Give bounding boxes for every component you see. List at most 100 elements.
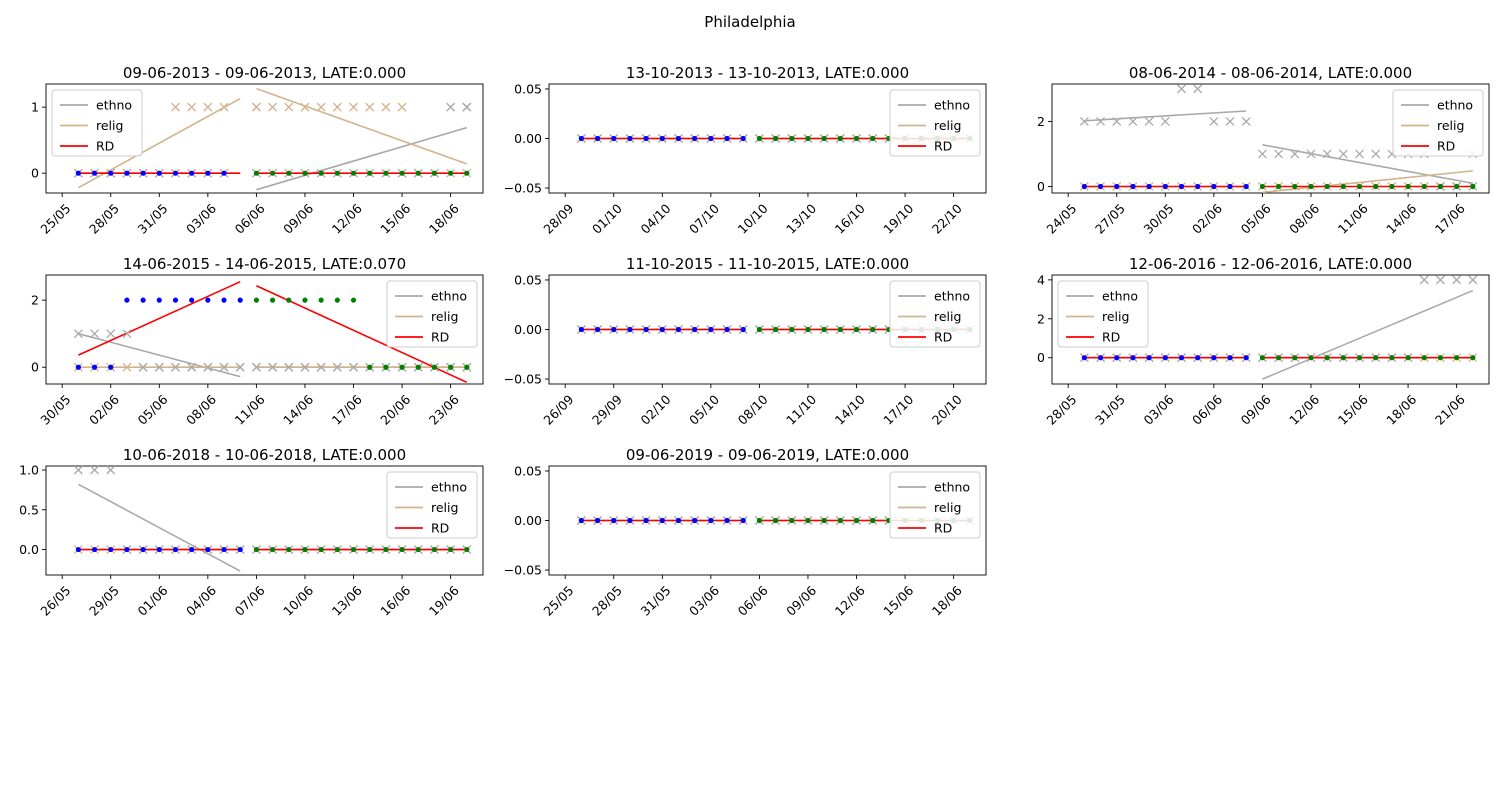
pre-cutoff-dot xyxy=(675,326,682,333)
y-tick-label: −0.05 xyxy=(504,181,542,196)
relig-marker xyxy=(349,102,358,112)
ethno-marker xyxy=(1193,84,1203,94)
legend: ethno relig RD xyxy=(51,89,143,157)
legend-label: RD xyxy=(1102,330,1120,345)
axes-frame xyxy=(45,465,484,576)
figure-title: Philadelphia xyxy=(704,13,795,31)
post-cutoff-dot xyxy=(399,364,405,370)
pre-cutoff-dot xyxy=(740,517,746,524)
subplot-title: 09-06-2019 - 09-06-2019, LATE:0.000 xyxy=(626,446,909,464)
pre-cutoff-dot xyxy=(1178,355,1185,361)
post-cutoff-dot xyxy=(1454,183,1460,190)
legend-label: relig xyxy=(431,500,458,515)
relig-marker xyxy=(203,102,213,112)
post-cutoff-dot xyxy=(399,546,405,553)
post-cutoff-dot xyxy=(1340,183,1346,190)
pre-cutoff-dot xyxy=(75,170,81,176)
ethno-marker xyxy=(106,465,116,475)
relig-marker xyxy=(284,102,294,112)
post-cutoff-dot xyxy=(1470,183,1476,190)
relig-marker xyxy=(171,102,180,112)
legend-label: RD xyxy=(431,521,449,536)
ethno-marker xyxy=(219,362,229,372)
post-cutoff-dot xyxy=(1405,355,1411,361)
post-cutoff-dot xyxy=(756,326,763,333)
ethno-marker xyxy=(1128,116,1138,126)
pre-cutoff-dot xyxy=(108,364,114,370)
pre-cutoff-dot xyxy=(692,326,698,333)
relig-marker xyxy=(219,102,229,112)
subplot-title: 12-06-2016 - 12-06-2016, LATE:0.000 xyxy=(1129,255,1412,273)
post-cutoff-dot xyxy=(821,135,827,142)
pre-cutoff-dot xyxy=(594,326,601,333)
post-cutoff-dot xyxy=(772,326,779,333)
post-cutoff-dot xyxy=(334,170,340,176)
pre-cutoff-dot xyxy=(643,326,649,333)
ethno-marker xyxy=(1452,275,1462,285)
pre-cutoff-dot xyxy=(140,170,146,176)
post-cutoff-dot xyxy=(383,170,389,176)
legend-label: ethno xyxy=(1437,98,1473,113)
ethno-marker xyxy=(349,362,358,372)
pre-cutoff-dot xyxy=(91,364,98,370)
post-cutoff-dot xyxy=(805,326,811,333)
post-cutoff-dot xyxy=(1308,355,1314,361)
ethno-marker xyxy=(1468,275,1478,285)
ethno-marker xyxy=(73,329,83,339)
pre-cutoff-dot xyxy=(172,170,179,176)
pre-cutoff-dot xyxy=(156,297,162,303)
axes-frame xyxy=(1051,274,1490,385)
post-cutoff-dot xyxy=(821,517,827,524)
pre-cutoff-dot xyxy=(237,297,243,303)
ethno-marker xyxy=(90,465,100,475)
ethno-marker xyxy=(1419,275,1429,285)
relig-marker xyxy=(268,102,278,112)
post-cutoff-dot xyxy=(253,297,260,303)
pre-cutoff-dot xyxy=(140,297,146,303)
legend: ethno relig RD xyxy=(889,471,981,539)
post-cutoff-dot xyxy=(367,170,373,176)
y-tick-label: 0.05 xyxy=(514,272,542,287)
post-cutoff-dot xyxy=(772,135,779,142)
post-cutoff-dot xyxy=(431,546,438,553)
post-cutoff-dot xyxy=(286,297,292,303)
post-cutoff-dot xyxy=(431,170,438,176)
legend-label: relig xyxy=(96,118,123,133)
post-cutoff-dot xyxy=(789,135,795,142)
post-cutoff-dot xyxy=(805,135,811,142)
subplot-title: 14-06-2015 - 14-06-2015, LATE:0.070 xyxy=(123,255,406,273)
post-cutoff-dot xyxy=(1259,355,1266,361)
y-tick-label: 0.0 xyxy=(19,542,39,557)
pre-cutoff-dot xyxy=(675,517,682,524)
ethno-marker xyxy=(154,362,164,372)
legend-frame xyxy=(386,280,478,348)
y-tick-label: 2 xyxy=(31,293,39,308)
pre-cutoff-dot xyxy=(91,170,98,176)
y-tick-label: 0 xyxy=(31,166,39,181)
post-cutoff-dot xyxy=(805,517,811,524)
relig-marker xyxy=(332,102,342,112)
legend-frame xyxy=(889,471,981,539)
pre-cutoff-dot xyxy=(205,297,211,303)
legend: ethno relig RD xyxy=(386,280,478,348)
ethno-marker xyxy=(1112,116,1122,126)
pre-cutoff-dot xyxy=(627,517,633,524)
post-cutoff-dot xyxy=(1389,183,1395,190)
legend-label: ethno xyxy=(96,98,132,113)
post-cutoff-dot xyxy=(383,546,389,553)
pre-cutoff-dot xyxy=(189,546,195,553)
post-cutoff-dot xyxy=(253,170,260,176)
legend-label: RD xyxy=(934,139,952,154)
legend-label: ethno xyxy=(934,289,970,304)
post-cutoff-dot xyxy=(837,135,843,142)
post-cutoff-dot xyxy=(1373,355,1379,361)
legend: ethno relig RD xyxy=(889,89,981,157)
y-tick-label: 0 xyxy=(1037,350,1045,365)
post-cutoff-dot xyxy=(1308,183,1314,190)
pre-cutoff-dot xyxy=(108,170,114,176)
pre-cutoff-dot xyxy=(659,135,665,142)
ethno-marker xyxy=(268,362,278,372)
ethno-marker xyxy=(1144,116,1154,126)
